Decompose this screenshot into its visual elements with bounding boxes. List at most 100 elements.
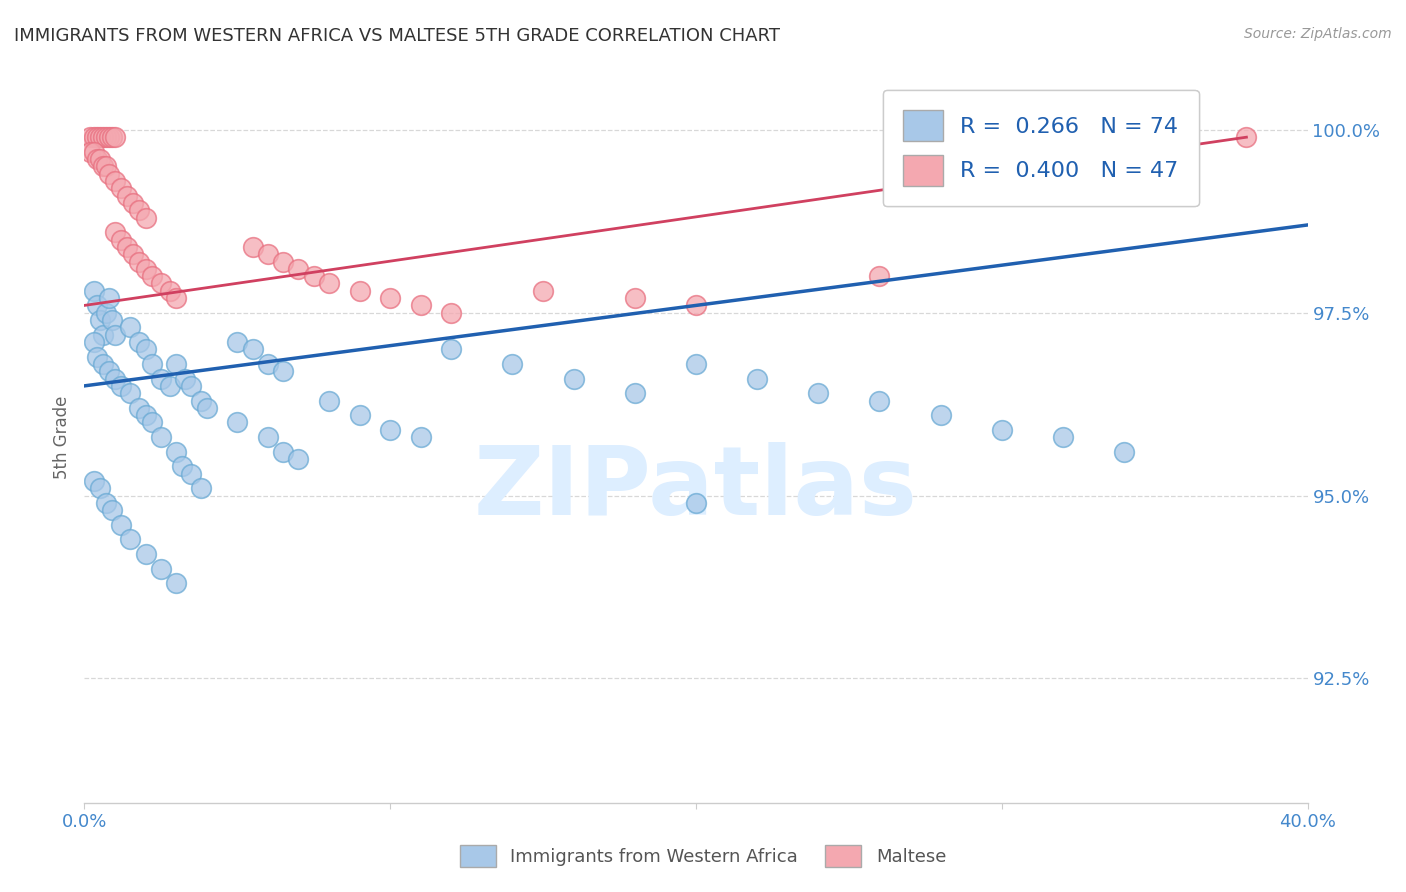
Legend: R =  0.266   N = 74, R =  0.400   N = 47: R = 0.266 N = 74, R = 0.400 N = 47 — [883, 90, 1198, 206]
Point — [110, 379, 132, 393]
Point — [104, 371, 127, 385]
Point — [380, 291, 402, 305]
Point — [97, 291, 120, 305]
Point — [104, 327, 127, 342]
Point — [440, 343, 463, 357]
Point — [257, 247, 280, 261]
Point — [257, 357, 280, 371]
Point — [128, 254, 150, 268]
Point — [1114, 130, 1136, 145]
Point — [97, 364, 120, 378]
Point — [91, 130, 114, 145]
Point — [271, 254, 294, 268]
Point — [380, 423, 402, 437]
Point — [149, 277, 172, 291]
Point — [91, 357, 114, 371]
Point — [97, 167, 120, 181]
Y-axis label: 5th Grade: 5th Grade — [53, 395, 72, 479]
Point — [115, 188, 138, 202]
Point — [91, 160, 114, 174]
Legend: Immigrants from Western Africa, Maltese: Immigrants from Western Africa, Maltese — [453, 838, 953, 874]
Point — [104, 130, 127, 145]
Point — [149, 562, 172, 576]
Point — [174, 371, 197, 385]
Point — [86, 298, 108, 312]
Point — [110, 181, 132, 195]
Point — [190, 393, 212, 408]
Point — [165, 291, 187, 305]
Point — [94, 496, 117, 510]
Point — [409, 430, 432, 444]
Point — [271, 444, 294, 458]
Point — [79, 145, 101, 159]
Point — [159, 379, 181, 393]
Point — [101, 313, 124, 327]
Point — [89, 152, 111, 166]
Point — [86, 152, 108, 166]
Text: Source: ZipAtlas.com: Source: ZipAtlas.com — [1244, 27, 1392, 41]
Point — [83, 284, 105, 298]
Point — [149, 371, 172, 385]
Point — [122, 196, 145, 211]
Point — [190, 481, 212, 495]
Point — [747, 371, 769, 385]
Point — [97, 130, 120, 145]
Point — [1052, 430, 1074, 444]
Point — [110, 517, 132, 532]
Point — [409, 298, 432, 312]
Point — [502, 357, 524, 371]
Point — [159, 284, 181, 298]
Point — [991, 423, 1014, 437]
Point — [349, 284, 371, 298]
Point — [104, 174, 127, 188]
Point — [180, 467, 202, 481]
Point — [440, 306, 463, 320]
Point — [165, 357, 187, 371]
Point — [94, 160, 117, 174]
Point — [562, 371, 585, 385]
Point — [83, 130, 105, 145]
Point — [195, 401, 218, 415]
Point — [302, 269, 325, 284]
Point — [83, 145, 105, 159]
Point — [83, 474, 105, 488]
Point — [318, 277, 340, 291]
Point — [89, 313, 111, 327]
Point — [624, 386, 647, 401]
Text: ZIPatlas: ZIPatlas — [474, 442, 918, 535]
Text: IMMIGRANTS FROM WESTERN AFRICA VS MALTESE 5TH GRADE CORRELATION CHART: IMMIGRANTS FROM WESTERN AFRICA VS MALTES… — [14, 27, 780, 45]
Point — [79, 130, 101, 145]
Point — [180, 379, 202, 393]
Point — [226, 416, 249, 430]
Point — [89, 130, 111, 145]
Point — [94, 306, 117, 320]
Point — [135, 547, 157, 561]
Point — [624, 291, 647, 305]
Point — [869, 269, 891, 284]
Point — [531, 284, 554, 298]
Point — [257, 430, 280, 444]
Point — [1174, 130, 1197, 145]
Point — [685, 496, 707, 510]
Point — [128, 401, 150, 415]
Point — [141, 357, 163, 371]
Point — [165, 576, 187, 591]
Point — [1114, 444, 1136, 458]
Point — [991, 130, 1014, 145]
Point — [807, 386, 830, 401]
Point — [91, 327, 114, 342]
Point — [149, 430, 172, 444]
Point — [135, 343, 157, 357]
Point — [929, 408, 952, 422]
Point — [101, 130, 124, 145]
Point — [869, 393, 891, 408]
Point — [89, 481, 111, 495]
Point — [242, 240, 264, 254]
Point — [120, 533, 142, 547]
Point — [172, 459, 194, 474]
Point — [685, 298, 707, 312]
Point — [94, 130, 117, 145]
Point — [141, 269, 163, 284]
Point — [242, 343, 264, 357]
Point — [135, 261, 157, 276]
